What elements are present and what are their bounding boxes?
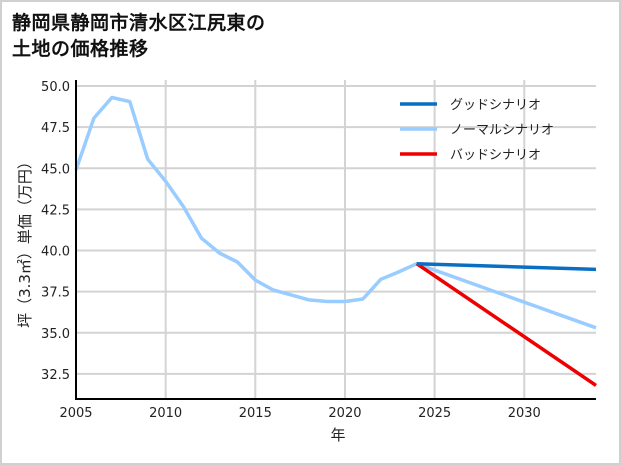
y-tick-label: 47.5 [41, 121, 70, 136]
grid-lines [76, 80, 596, 399]
series-line-0 [416, 261, 597, 272]
x-tick-label: 2020 [328, 406, 361, 421]
axes [75, 80, 596, 400]
x-axis-label: 年 [330, 426, 345, 444]
y-tick-labels: 32.5 35.0 37.5 40.0 42.5 45.0 47.5 50.0 [41, 80, 70, 383]
y-tick-label: 50.0 [41, 80, 70, 95]
legend-label: バッドシナリオ [450, 148, 541, 163]
series-line-2 [415, 262, 597, 387]
legend-label: グッドシナリオ [450, 98, 541, 113]
x-tick-label: 2010 [149, 406, 182, 421]
series-lines [74, 95, 597, 387]
x-tick-label: 2015 [239, 406, 272, 421]
x-tick-label: 2005 [59, 406, 92, 421]
x-tick-label: 2030 [508, 406, 541, 421]
x-tick-labels: 2005 2010 2015 2020 2025 2030 [59, 406, 540, 421]
y-axis-label: 坪（3.3㎡）単価（万円） [16, 154, 34, 328]
chart-title: 静岡県静岡市清水区江尻東の 土地の価格推移 [12, 10, 266, 62]
y-tick-label: 32.5 [41, 368, 70, 383]
y-tick-label: 42.5 [41, 203, 70, 218]
series-line-1 [74, 95, 597, 330]
chart-title-line-1: 静岡県静岡市清水区江尻東の [12, 12, 266, 34]
y-tick-label: 35.0 [41, 327, 70, 342]
legend-label: ノーマルシナリオ [450, 123, 554, 138]
chart-title-line-2: 土地の価格推移 [12, 38, 149, 60]
y-tick-label: 37.5 [41, 286, 70, 301]
y-tick-label: 45.0 [41, 162, 70, 177]
x-tick-label: 2025 [418, 406, 451, 421]
y-tick-label: 40.0 [41, 245, 70, 260]
